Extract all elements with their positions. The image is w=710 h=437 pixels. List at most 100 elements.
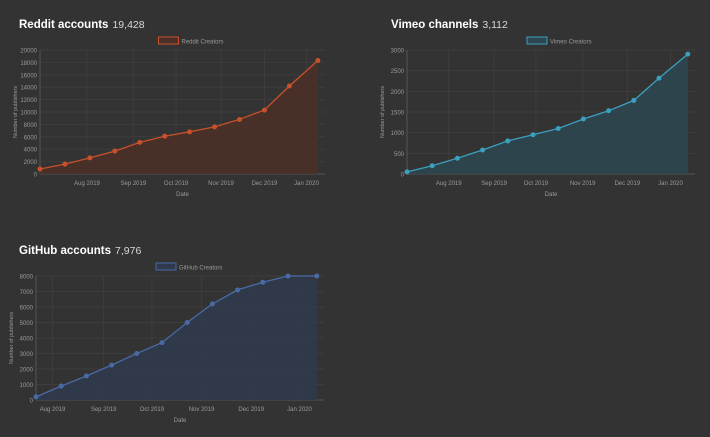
github-ytick-label: 6000 [20, 306, 34, 312]
github-ytick-label: 5000 [20, 321, 34, 327]
github-data-point [184, 320, 190, 325]
github-legend-swatch [155, 262, 177, 271]
github-data-point [314, 273, 320, 279]
vimeo-data-point [631, 97, 637, 103]
vimeo-xtick-label: Oct 2019 [524, 181, 549, 187]
vimeo-data-point [656, 75, 662, 81]
panel-title-count: 19,428 [112, 19, 145, 31]
vimeo-y-axis-title: Number of publishers [380, 86, 386, 139]
github-legend-label: GitHub Creators [179, 266, 222, 272]
vimeo-data-point [685, 51, 691, 57]
panel-title-name: Vimeo channels [391, 19, 479, 31]
github-xtick-label: Sep 2019 [91, 407, 117, 413]
reddit-y-axis-title: Number of publishers [13, 86, 19, 139]
github-data-point [58, 383, 64, 389]
reddit-x-axis-title: Date [176, 192, 189, 198]
reddit-data-point [187, 129, 193, 135]
vimeo-xtick-label: Dec 2019 [614, 181, 640, 187]
reddit-ytick-label: 18000 [20, 61, 37, 67]
github-area-fill [36, 276, 317, 400]
reddit-ytick-label: 0 [34, 173, 38, 179]
panel-title-count: 7,976 [115, 245, 142, 257]
github-data-point [260, 279, 266, 285]
reddit-data-point [286, 83, 292, 89]
github-data-point [285, 273, 291, 279]
vimeo-area-fill [407, 54, 688, 174]
reddit-data-point [112, 148, 118, 154]
github-xtick-label: Oct 2019 [140, 407, 165, 413]
vimeo-ytick-label: 500 [394, 152, 405, 158]
github-data-point [83, 373, 89, 379]
reddit-ytick-label: 10000 [20, 111, 37, 117]
vimeo-xtick-label: Jan 2020 [658, 181, 683, 187]
reddit-ytick-label: 20000 [20, 49, 37, 55]
github-data-point [134, 351, 140, 356]
reddit-data-point [212, 124, 218, 130]
github-ytick-label: 3000 [20, 352, 34, 358]
reddit-xtick-label: Dec 2019 [252, 181, 278, 187]
reddit-ytick-label: 4000 [24, 148, 38, 154]
github-ytick-label: 7000 [20, 290, 34, 296]
reddit-legend-swatch [158, 36, 179, 45]
github-xtick-label: Dec 2019 [238, 407, 264, 413]
panel-title-name: GitHub accounts [19, 245, 112, 257]
vimeo-ytick-label: 2500 [391, 69, 405, 75]
vimeo-data-point [530, 132, 536, 138]
reddit-ytick-label: 8000 [24, 123, 38, 129]
reddit-legend-label: Reddit Creators [182, 40, 224, 46]
reddit-area-fill [40, 60, 318, 174]
vimeo-xtick-label: Sep 2019 [481, 181, 507, 187]
vimeo-series-line [406, 53, 689, 173]
github-panel-title: GitHub accounts 7,976 [19, 241, 141, 259]
vimeo-ytick-label: 3000 [391, 49, 405, 55]
vimeo-ytick-label: 2000 [391, 90, 405, 96]
reddit-xtick-label: Jan 2020 [294, 181, 319, 187]
reddit-data-point [37, 166, 43, 172]
reddit-xtick-label: Oct 2019 [164, 181, 189, 187]
vimeo-xtick-label: Aug 2019 [436, 181, 462, 187]
vimeo-data-point [580, 116, 586, 122]
vimeo-ytick-label: 1000 [391, 131, 405, 137]
reddit-ytick-label: 14000 [20, 86, 37, 92]
panel-title-count: 3,112 [482, 19, 508, 31]
reddit-xtick-label: Aug 2019 [74, 181, 100, 187]
github-series-line [35, 275, 317, 398]
vimeo-data-point [606, 108, 612, 114]
github-ytick-label: 4000 [20, 337, 34, 343]
reddit-xtick-label: Sep 2019 [120, 181, 146, 187]
github-data-point [235, 287, 241, 293]
reddit-xtick-label: Nov 2019 [208, 181, 234, 187]
reddit-ytick-label: 12000 [20, 98, 37, 104]
github-ytick-label: 0 [30, 399, 34, 405]
github-x-axis-title: Date [174, 418, 187, 424]
reddit-data-point [162, 133, 168, 139]
vimeo-xtick-label: Nov 2019 [570, 181, 596, 187]
vimeo-legend-label: Vimeo Creators [550, 40, 592, 46]
github-ytick-label: 2000 [20, 368, 34, 374]
vimeo-legend-swatch [526, 36, 548, 45]
vimeo-data-point [429, 163, 435, 169]
vimeo-data-point [480, 147, 486, 153]
github-data-point [33, 394, 39, 400]
reddit-ytick-label: 2000 [24, 160, 38, 166]
github-xtick-label: Aug 2019 [40, 407, 66, 413]
reddit-data-point [315, 58, 321, 64]
vimeo-data-point [555, 126, 561, 132]
github-xtick-label: Nov 2019 [189, 407, 215, 413]
github-ytick-label: 8000 [20, 275, 34, 281]
reddit-data-point [261, 107, 267, 113]
github-data-point [109, 362, 115, 368]
reddit-panel-title: Reddit accounts 19,428 [19, 15, 145, 33]
reddit-ytick-label: 6000 [24, 135, 38, 141]
github-data-point [209, 301, 215, 307]
reddit-ytick-label: 16000 [20, 73, 37, 79]
github-xtick-label: Jan 2020 [287, 407, 312, 413]
vimeo-data-point [454, 155, 460, 161]
vimeo-x-axis-title: Date [545, 192, 558, 198]
panel-title-name: Reddit accounts [19, 19, 109, 31]
reddit-data-point [62, 161, 68, 167]
github-y-axis-title: Number of publishers [9, 312, 15, 365]
reddit-data-point [87, 155, 93, 161]
github-ytick-label: 1000 [20, 383, 34, 389]
